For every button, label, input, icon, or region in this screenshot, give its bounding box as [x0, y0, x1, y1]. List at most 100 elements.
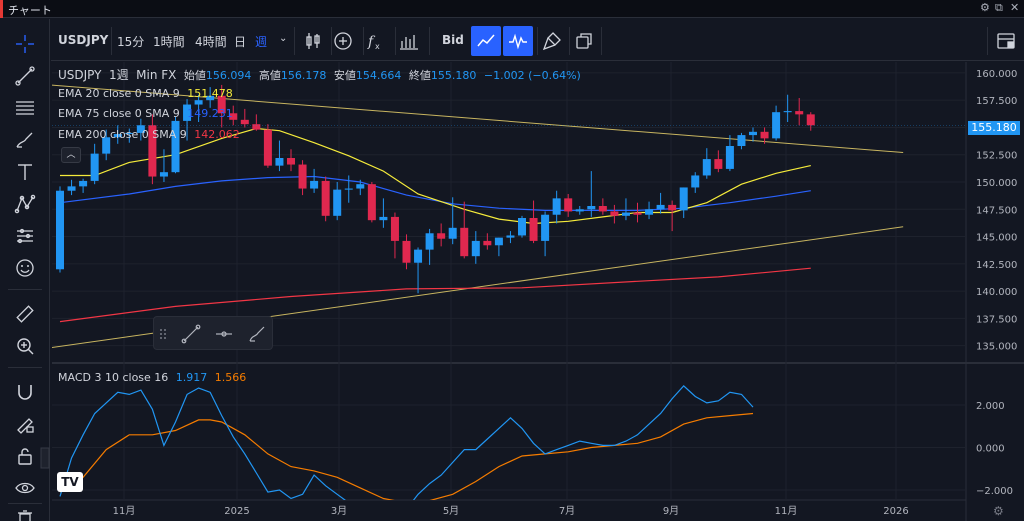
ema75-legend[interactable]: EMA 75 close 0 SMA 9 149.231 — [58, 107, 237, 120]
candle-body — [379, 216, 388, 221]
popout-icon[interactable]: ⧉ — [995, 1, 1003, 14]
legend-close-value: 155.180 — [430, 69, 477, 82]
emoji-icon[interactable] — [12, 255, 38, 281]
lock-icon[interactable] — [12, 443, 38, 469]
brush-icon[interactable] — [244, 321, 270, 347]
toolbar-divider — [537, 27, 538, 55]
signal-line — [59, 412, 754, 500]
candle-body — [310, 180, 319, 189]
line-chart-icon[interactable] — [471, 26, 501, 56]
candle-body — [518, 218, 526, 236]
window-title: チャート — [8, 4, 52, 17]
candle-body — [460, 227, 469, 257]
candle-body — [240, 119, 249, 125]
scale-settings-icon[interactable]: ⚙ — [993, 504, 1004, 518]
settings-icon[interactable]: ⚙ — [980, 1, 990, 14]
candle-body — [390, 216, 399, 241]
candle-body — [356, 184, 365, 189]
candle-body — [333, 189, 342, 216]
candle-body — [367, 184, 376, 221]
candle-body — [102, 137, 111, 154]
add-compare-icon[interactable] — [328, 26, 358, 56]
copy-icon[interactable] — [569, 26, 599, 56]
timeframe-week[interactable]: 週 — [255, 35, 268, 49]
ruler-icon[interactable] — [12, 301, 38, 327]
candle-body — [90, 153, 99, 181]
candle-body — [206, 95, 215, 101]
timeframe-day[interactable]: 日 — [234, 35, 247, 49]
symbol-search[interactable]: USDJPY — [58, 33, 109, 47]
candle-body — [702, 159, 711, 176]
svg-text:x: x — [375, 42, 380, 51]
tradingview-logo[interactable]: TV — [57, 472, 83, 492]
chevron-down-icon[interactable]: ⌄ — [279, 33, 288, 44]
title-bar: チャート ⚙ ⧉ ✕ — [0, 0, 1024, 18]
candle-body — [414, 249, 423, 263]
price-tick-label: 160.000 — [976, 69, 1017, 80]
candle-body — [679, 187, 688, 211]
main-pane — [52, 62, 966, 362]
candle-body — [772, 112, 781, 139]
eye-icon[interactable] — [12, 475, 38, 501]
macd-tick-label: −2.000 — [976, 486, 1013, 497]
timeframe-15m[interactable]: 15分 — [117, 35, 145, 49]
close-icon[interactable]: ✕ — [1010, 1, 1020, 14]
text-icon[interactable] — [12, 159, 38, 185]
time-tick-label: 11月 — [775, 505, 798, 517]
pulse-icon[interactable] — [503, 26, 533, 56]
ema200-legend[interactable]: EMA 200 close 0 SMA 9 142.062 — [58, 128, 244, 141]
candle-body — [691, 175, 700, 188]
price-tick-label: 147.500 — [976, 205, 1017, 216]
candle-body — [598, 206, 607, 212]
candle-body — [79, 180, 88, 187]
time-tick-label: 5月 — [443, 505, 459, 517]
brush-tool-icon[interactable] — [537, 26, 567, 56]
candle-body — [159, 172, 168, 177]
bid-button[interactable]: Bid — [442, 33, 464, 47]
candle-body — [56, 190, 64, 270]
candle-body — [633, 212, 642, 215]
horizontal-ray-icon[interactable] — [211, 321, 237, 347]
pattern-icon[interactable] — [12, 191, 38, 217]
ema20-legend[interactable]: EMA 20 close 0 SMA 9 151.478 — [58, 87, 237, 100]
time-tick-label: 7月 — [559, 505, 575, 517]
macd-tick-label: 2.000 — [976, 401, 1005, 412]
trendline-icon[interactable] — [12, 63, 38, 89]
prediction-icon[interactable] — [12, 223, 38, 249]
price-tick-label: 150.000 — [976, 178, 1017, 189]
ema75-label: EMA 75 close 0 SMA 9 — [58, 107, 180, 120]
lock-draw-icon[interactable] — [12, 411, 38, 437]
collapse-legend-button[interactable]: ︿ — [61, 147, 81, 163]
collapse-sidebar-button[interactable] — [40, 447, 50, 469]
floating-drawing-toolbar — [153, 316, 273, 350]
macd-legend[interactable]: MACD 3 10 close 16 1.917 1.566 — [58, 371, 250, 384]
brush-icon[interactable] — [12, 127, 38, 153]
drag-handle-icon[interactable] — [156, 321, 170, 347]
magnet-icon[interactable] — [12, 379, 38, 405]
price-tick-label: 157.500 — [976, 96, 1017, 107]
time-tick-label: 2026 — [883, 506, 908, 517]
toolbar-divider — [569, 27, 570, 55]
bar-chart-icon[interactable] — [394, 26, 424, 56]
crosshair-icon[interactable] — [12, 31, 38, 57]
candle-body — [67, 186, 76, 191]
zoom-icon[interactable] — [12, 333, 38, 359]
candle-body — [425, 233, 434, 250]
timeframe-1h[interactable]: 1時間 — [153, 35, 185, 49]
legend-open-value: 156.094 — [205, 69, 252, 82]
trash-icon[interactable] — [12, 505, 38, 521]
candle-body — [783, 111, 792, 113]
candle-body — [749, 131, 757, 136]
fib-icon[interactable] — [12, 95, 38, 121]
layout-icon[interactable] — [991, 26, 1021, 56]
candle-body — [471, 240, 480, 257]
macd-label: MACD 3 10 close 16 — [58, 371, 169, 384]
trendline-icon[interactable] — [178, 321, 204, 347]
price-tick-label: 140.000 — [976, 287, 1017, 298]
candle-style-icon[interactable] — [298, 26, 328, 56]
timeframe-4h[interactable]: 4時間 — [195, 35, 227, 49]
candle-body — [113, 134, 122, 138]
time-tick-label: 3月 — [331, 505, 347, 517]
